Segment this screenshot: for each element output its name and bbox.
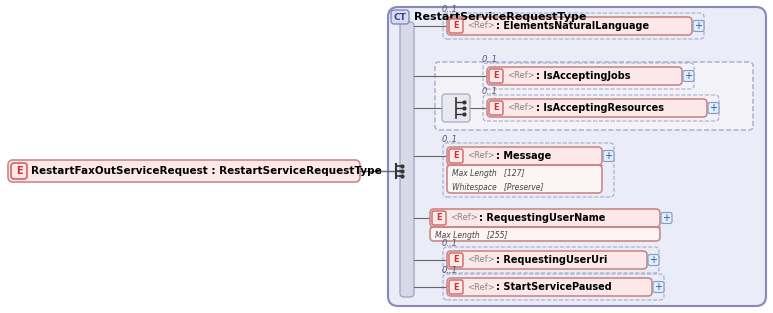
FancyBboxPatch shape [11,163,27,179]
Text: E: E [493,104,499,112]
Text: Max Length   [255]: Max Length [255] [435,231,508,240]
FancyBboxPatch shape [430,209,660,227]
FancyBboxPatch shape [447,165,602,193]
Text: E: E [453,151,459,161]
Text: +: + [662,213,670,223]
Text: <Ref>: <Ref> [467,255,495,264]
FancyBboxPatch shape [449,280,463,294]
FancyBboxPatch shape [708,102,719,114]
Text: <Ref>: <Ref> [507,104,535,112]
FancyBboxPatch shape [487,67,682,85]
Text: E: E [436,213,442,223]
Text: 0..1: 0..1 [442,239,458,248]
FancyBboxPatch shape [449,253,463,267]
Text: +: + [655,282,662,292]
Text: E: E [453,283,459,291]
Text: : Message: : Message [496,151,551,161]
Text: RestartFaxOutServiceRequest : RestartServiceRequestType: RestartFaxOutServiceRequest : RestartSer… [31,166,382,176]
Text: <Ref>: <Ref> [450,213,478,223]
FancyBboxPatch shape [400,22,414,297]
Text: CT: CT [393,13,407,22]
FancyBboxPatch shape [693,20,704,32]
Text: : RequestingUserName: : RequestingUserName [479,213,605,223]
FancyBboxPatch shape [435,62,753,130]
FancyBboxPatch shape [430,227,660,241]
Text: <Ref>: <Ref> [467,283,495,291]
Text: : StartServicePaused: : StartServicePaused [496,282,611,292]
Text: 0..1: 0..1 [442,266,458,275]
FancyBboxPatch shape [432,211,446,225]
FancyBboxPatch shape [603,151,614,162]
FancyBboxPatch shape [661,213,672,223]
Text: <Ref>: <Ref> [467,22,495,30]
Text: +: + [685,71,693,81]
FancyBboxPatch shape [489,69,503,83]
FancyBboxPatch shape [449,149,463,163]
Text: E: E [15,166,22,176]
Text: 0..1: 0..1 [442,135,458,144]
FancyBboxPatch shape [648,254,659,265]
FancyBboxPatch shape [447,278,652,296]
Text: RestartServiceRequestType: RestartServiceRequestType [414,12,587,22]
FancyBboxPatch shape [447,251,647,269]
FancyBboxPatch shape [653,281,664,293]
Text: +: + [694,21,703,31]
FancyBboxPatch shape [447,147,602,165]
FancyBboxPatch shape [8,160,360,182]
Text: +: + [604,151,612,161]
Text: : IsAcceptingJobs: : IsAcceptingJobs [536,71,631,81]
FancyBboxPatch shape [489,101,503,115]
FancyBboxPatch shape [391,10,409,24]
FancyBboxPatch shape [487,99,707,117]
Text: 0..1: 0..1 [482,87,498,96]
Text: E: E [493,71,499,80]
FancyBboxPatch shape [683,70,694,81]
Text: <Ref>: <Ref> [467,151,495,161]
Text: 0..1: 0..1 [482,55,498,64]
Text: E: E [453,255,459,264]
Text: <Ref>: <Ref> [507,71,535,80]
FancyBboxPatch shape [449,19,463,33]
Text: Max Length   [127]: Max Length [127] [452,169,525,178]
Text: E: E [453,22,459,30]
Text: +: + [649,255,658,265]
Text: 0..1: 0..1 [442,5,458,14]
Text: Whitespace   [Preserve]: Whitespace [Preserve] [452,183,543,192]
Text: : IsAcceptingResources: : IsAcceptingResources [536,103,664,113]
FancyBboxPatch shape [388,7,766,306]
Text: : ElementsNaturalLanguage: : ElementsNaturalLanguage [496,21,649,31]
Text: : RequestingUserUri: : RequestingUserUri [496,255,608,265]
Text: +: + [710,103,717,113]
FancyBboxPatch shape [447,17,692,35]
FancyBboxPatch shape [442,94,470,122]
